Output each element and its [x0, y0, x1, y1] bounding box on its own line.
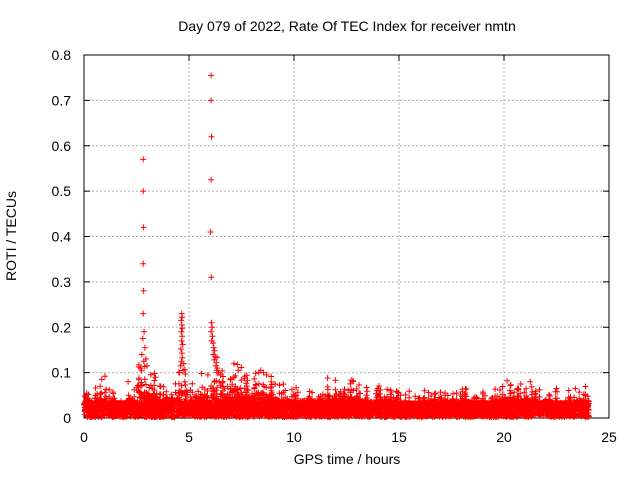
y-tick-label: 0.5	[52, 183, 72, 199]
x-axis-label: GPS time / hours	[294, 451, 401, 467]
y-tick-label: 0.8	[52, 47, 72, 63]
grid-lines	[84, 55, 609, 418]
y-tick-labels: 0 0.1 0.2 0.3 0.4 0.5 0.6 0.7 0.8	[52, 47, 72, 426]
scatter-outlier-points	[98, 72, 579, 392]
x-tick-label: 0	[80, 429, 88, 445]
y-tick-label: 0.6	[52, 138, 72, 154]
y-axis-label: ROTI / TECUs	[3, 191, 19, 281]
y-tick-label: 0.2	[52, 319, 72, 335]
y-tick-label: 0.4	[52, 229, 72, 245]
x-tick-label: 20	[496, 429, 512, 445]
y-tick-label: 0.3	[52, 274, 72, 290]
y-tick-label: 0	[63, 410, 71, 426]
x-tick-labels: 0 5 10 15 20 25	[80, 429, 617, 445]
chart-title: Day 079 of 2022, Rate Of TEC Index for r…	[178, 18, 515, 34]
x-tick-label: 25	[601, 429, 617, 445]
scatter-noise-points	[81, 354, 592, 421]
x-tick-label: 5	[185, 429, 193, 445]
x-tick-label: 15	[391, 429, 407, 445]
y-tick-label: 0.1	[52, 365, 72, 381]
x-tick-label: 10	[286, 429, 302, 445]
y-tick-label: 0.7	[52, 92, 72, 108]
